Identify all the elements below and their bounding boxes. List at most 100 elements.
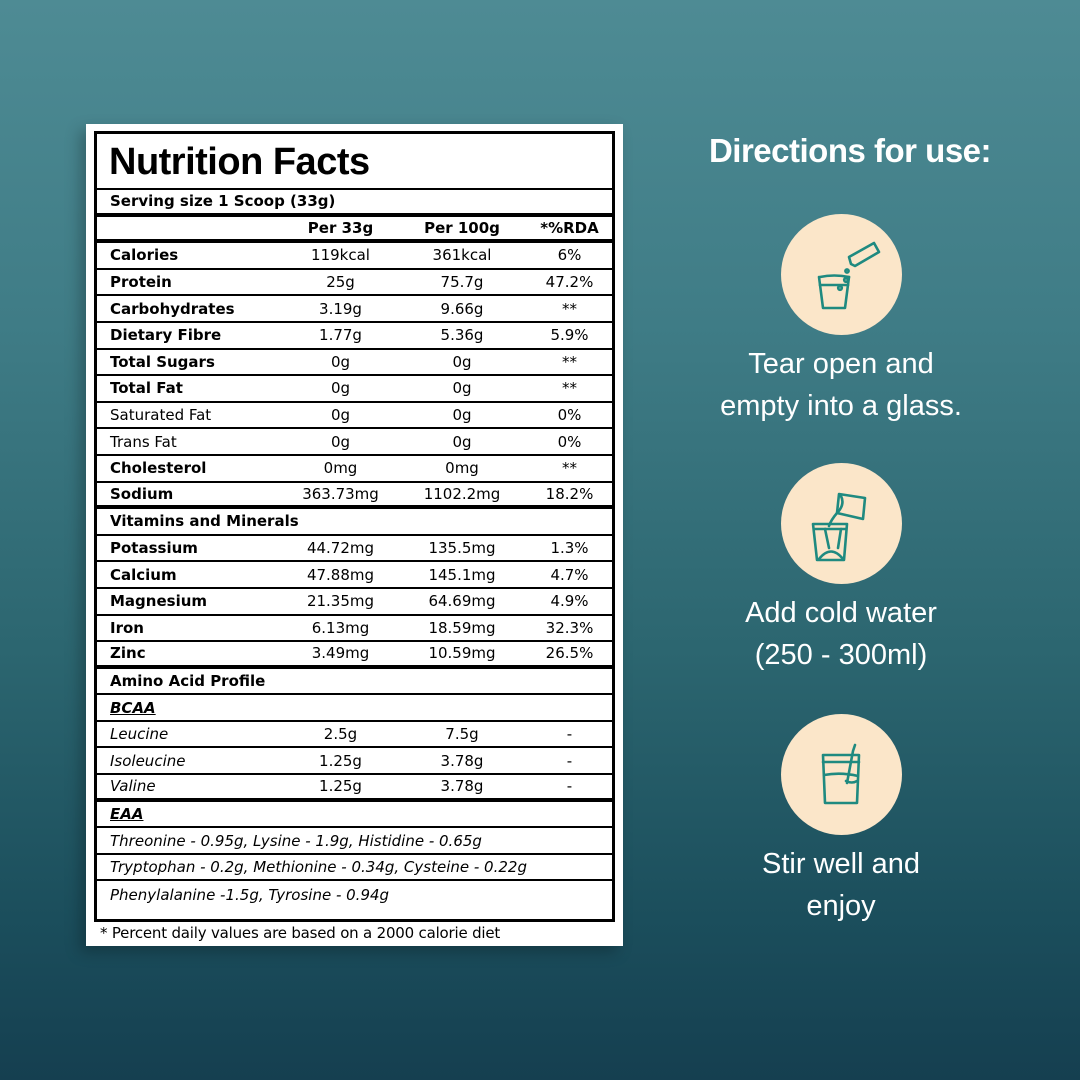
header-rda: *%RDA	[540, 218, 599, 237]
table-row: Iron 6.13mg 18.59mg 32.3%	[97, 616, 612, 643]
per-33g-value: 1.25g	[319, 751, 362, 770]
table-row: Protein 25g 75.7g 47.2%	[97, 270, 612, 297]
nutrient-name: Saturated Fat	[110, 406, 212, 425]
per-100g-value: 0g	[452, 379, 472, 398]
nutrient-name: Dietary Fibre	[110, 326, 222, 345]
directions-title: Directions for use:	[708, 132, 992, 169]
amino-name: Isoleucine	[110, 751, 186, 770]
rda-value: 4.7%	[550, 565, 589, 584]
table-row: Calories 119kcal 361kcal 6%	[97, 243, 612, 270]
pour-sachet-into-glass-icon	[817, 241, 881, 309]
amino-heading: Amino Acid Profile	[110, 671, 266, 690]
per-33g-value: 1.77g	[319, 326, 362, 345]
per-100g-value: 0g	[452, 406, 472, 425]
step-icon-circle	[780, 463, 902, 584]
nutrient-name: Total Fat	[110, 379, 183, 398]
nutrient-name: Total Sugars	[110, 352, 215, 371]
nutrient-name: Zinc	[110, 644, 146, 663]
rda-value: 4.9%	[550, 592, 589, 611]
step-icon-circle	[780, 714, 902, 835]
eaa-line: Phenylalanine -1.5g, Tyrosine - 0.94g	[110, 885, 390, 904]
per-100g-value: 64.69mg	[428, 592, 496, 611]
rda-value: 32.3%	[545, 618, 594, 637]
rda-value: **	[562, 459, 577, 478]
eaa-row: Tryptophan - 0.2g, Methionine - 0.34g, C…	[97, 855, 612, 882]
per-100g-value: 1102.2mg	[423, 484, 501, 503]
step-1-line-1: Tear open and	[748, 348, 934, 380]
direction-step-2: Add cold water (250 - 300ml)	[690, 463, 992, 676]
per-33g-value: 1.25g	[319, 777, 362, 796]
eaa-heading-row: EAA	[97, 802, 612, 829]
serving-size: Serving size 1 Scoop (33g)	[110, 192, 336, 211]
table-row: Calcium 47.88mg 145.1mg 4.7%	[97, 562, 612, 589]
bcaa-heading-row: BCAA	[97, 695, 612, 722]
per-33g-value: 0mg	[323, 459, 358, 478]
per-33g-value: 44.72mg	[306, 539, 375, 558]
per-33g-value: 0g	[330, 406, 351, 425]
nutrition-facts-card: Nutrition Facts Serving size 1 Scoop (33…	[86, 124, 623, 946]
eaa-line: Threonine - 0.95g, Lysine - 1.9g, Histid…	[110, 831, 482, 850]
direction-step-1: Tear open and empty into a glass.	[690, 214, 992, 427]
table-row: Saturated Fat 0g 0g 0%	[97, 403, 612, 430]
per-33g-value: 3.49mg	[311, 644, 370, 663]
table-row: Zinc 3.49mg 10.59mg 26.5%	[97, 642, 612, 669]
per-100g-value: 0g	[452, 432, 472, 451]
per-33g-value: 0g	[330, 352, 351, 371]
amino-name: Valine	[110, 777, 156, 796]
column-header-row: Per 33g Per 100g *%RDA	[97, 217, 612, 244]
bcaa-heading: BCAA	[110, 698, 156, 717]
step-1-text: Tear open and empty into a glass.	[690, 343, 992, 427]
per-33g-value: 6.13mg	[311, 618, 370, 637]
table-row: Total Fat 0g 0g **	[97, 376, 612, 403]
rda-value: 0%	[557, 432, 582, 451]
nutrient-name: Potassium	[110, 539, 198, 558]
step-2-text: Add cold water (250 - 300ml)	[690, 592, 992, 676]
per-100g-value: 9.66g	[440, 299, 484, 318]
step-2-line-1: Add cold water	[745, 597, 937, 629]
per-33g-value: 0g	[330, 379, 351, 398]
nutrition-facts-table: Nutrition Facts Serving size 1 Scoop (33…	[94, 131, 615, 922]
table-row: Valine 1.25g 3.78g -	[97, 775, 612, 802]
table-row: Potassium 44.72mg 135.5mg 1.3%	[97, 536, 612, 563]
rda-value: 5.9%	[550, 326, 589, 345]
per-100g-value: 5.36g	[440, 326, 484, 345]
nutrient-name: Calcium	[110, 565, 177, 584]
per-100g-value: 0mg	[445, 459, 479, 478]
per-100g-value: 10.59mg	[428, 644, 496, 663]
per-33g-value: 0g	[330, 432, 351, 451]
per-100g-value: 0g	[452, 352, 472, 371]
step-2-line-2: (250 - 300ml)	[754, 639, 928, 671]
nutrient-name: Trans Fat	[110, 432, 177, 451]
rda-value: 6%	[557, 246, 582, 265]
table-row: Magnesium 21.35mg 64.69mg 4.9%	[97, 589, 612, 616]
step-3-text: Stir well and enjoy	[690, 843, 992, 927]
per-33g-value: 47.88mg	[306, 565, 375, 584]
nutrition-facts-title: Nutrition Facts	[97, 134, 612, 190]
per-33g-value: 363.73mg	[302, 484, 379, 503]
vitamins-heading: Vitamins and Minerals	[110, 512, 299, 531]
per-100g-value: 361kcal	[432, 246, 492, 265]
table-row: Trans Fat 0g 0g 0%	[97, 429, 612, 456]
footnote: * Percent daily values are based on a 20…	[100, 924, 501, 942]
per-100g-value: 3.78g	[440, 751, 484, 770]
nutrient-name: Iron	[110, 618, 144, 637]
rda-value: **	[562, 352, 577, 371]
nutrient-name: Cholesterol	[110, 459, 207, 478]
amino-name: Leucine	[110, 725, 169, 744]
nutrient-name: Sodium	[110, 484, 174, 503]
step-3-line-2: enjoy	[806, 890, 876, 922]
rda-value: 1.3%	[550, 539, 589, 558]
serving-size-row: Serving size 1 Scoop (33g)	[97, 190, 612, 217]
nutrient-name: Carbohydrates	[110, 299, 235, 318]
eaa-heading: EAA	[110, 804, 144, 823]
eaa-row: Threonine - 0.95g, Lysine - 1.9g, Histid…	[97, 828, 612, 855]
nutrient-name: Calories	[110, 246, 179, 265]
pour-water-into-glass-icon	[811, 492, 867, 561]
step-1-line-2: empty into a glass.	[720, 390, 962, 422]
rda-value: 18.2%	[545, 484, 594, 503]
per-100g-value: 75.7g	[440, 273, 484, 292]
rda-value: 0%	[557, 406, 582, 425]
eaa-row: Phenylalanine -1.5g, Tyrosine - 0.94g	[97, 881, 612, 908]
table-row: Dietary Fibre 1.77g 5.36g 5.9%	[97, 323, 612, 350]
per-33g-value: 3.19g	[319, 299, 362, 318]
